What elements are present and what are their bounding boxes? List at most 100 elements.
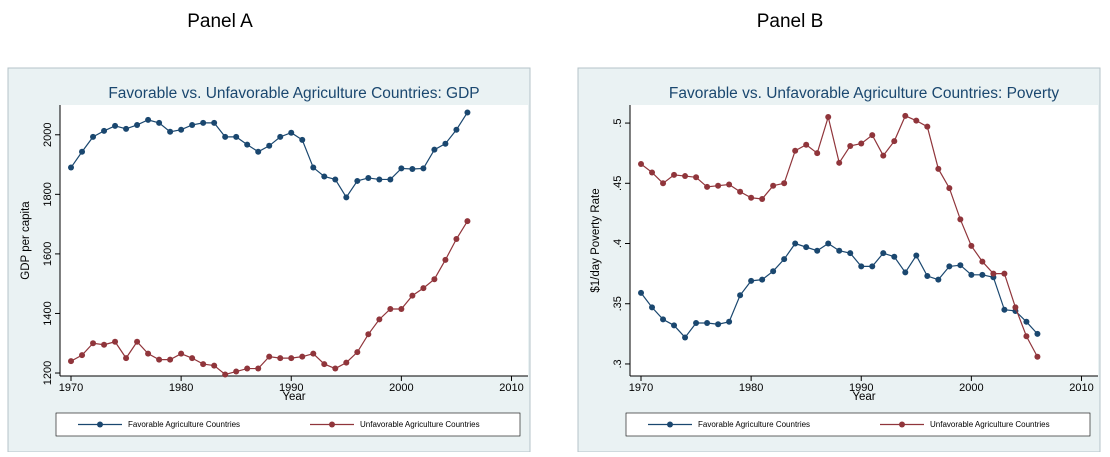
y-tick-label: 1800 [42,182,54,206]
data-point [803,244,810,251]
data-point [365,331,372,338]
y-tick-label: .4 [612,239,624,248]
data-point [233,133,240,140]
data-point [847,250,854,257]
data-point [134,121,141,128]
data-point [1001,270,1008,277]
x-tick-label: 2010 [499,382,523,394]
x-tick-label: 2010 [1069,382,1093,394]
data-point [464,218,471,225]
data-point [255,365,262,372]
data-point [431,276,438,283]
data-point [277,133,284,140]
data-point [968,271,975,278]
data-point [638,289,645,296]
legend-label: Unfavorable Agriculture Countries [360,420,480,429]
data-point [770,182,777,189]
data-point [68,164,75,171]
data-point [453,236,460,243]
y-tick-label: .35 [612,296,624,311]
x-tick-label: 2000 [389,382,413,394]
data-point [211,119,218,126]
data-point [836,247,843,254]
data-point [748,194,755,201]
data-point [825,114,832,121]
data-point [90,133,97,140]
data-point [682,334,689,341]
data-point [321,173,328,180]
data-point [913,252,920,259]
data-point [671,322,678,329]
data-point [288,129,295,136]
data-point [79,148,86,155]
x-tick-label: 1980 [739,382,763,394]
data-point [902,269,909,276]
data-point [101,341,108,348]
data-point [979,271,986,278]
data-point [924,273,931,280]
data-point [869,132,876,139]
data-point [759,195,766,202]
data-point [924,123,931,130]
legend-box [625,412,1091,437]
y-axis-label: GDP per capita [20,201,32,280]
data-point [671,171,678,178]
data-point [704,320,711,327]
x-tick-label: 1990 [849,382,873,394]
data-point [178,350,185,357]
x-tick-label: 1970 [59,382,83,394]
data-point [781,180,788,187]
data-point [200,361,207,368]
data-point [453,126,460,133]
data-point [649,169,656,176]
data-point [200,119,207,126]
data-point [211,362,218,369]
data-point [310,350,317,357]
data-point [387,176,394,183]
data-point [957,216,964,223]
y-tick-label: .3 [612,359,624,368]
plot-area [630,105,1098,376]
data-point [189,121,196,128]
data-point [693,174,700,181]
data-point [880,152,887,159]
data-point [1012,304,1019,311]
data-point [343,194,350,201]
data-point [990,270,997,277]
data-point [968,242,975,249]
data-point [376,176,383,183]
data-point [442,256,449,263]
data-point [891,253,898,260]
data-point [737,292,744,299]
chart-title: Favorable vs. Unfavorable Agriculture Co… [669,85,1060,102]
y-tick-label: 1200 [42,361,54,385]
legend-marker [329,421,335,428]
data-point [431,146,438,153]
data-point [68,358,75,365]
data-point [332,176,339,183]
data-point [266,353,273,360]
data-point [233,368,240,375]
x-axis-label: Year [282,391,305,403]
data-point [332,365,339,372]
data-point [836,159,843,166]
data-point [442,140,449,147]
data-point [858,263,865,270]
data-point [167,356,174,363]
data-point [167,128,174,135]
data-point [376,316,383,323]
data-point [869,263,876,270]
data-point [682,173,689,180]
data-point [409,166,416,173]
x-tick-label: 1990 [279,382,303,394]
data-point [288,355,295,362]
data-point [726,318,733,325]
data-point [726,181,733,188]
data-point [244,365,251,372]
data-point [913,117,920,124]
data-point [1023,318,1030,325]
data-point [365,174,372,181]
data-point [420,285,427,292]
data-point [825,240,832,247]
